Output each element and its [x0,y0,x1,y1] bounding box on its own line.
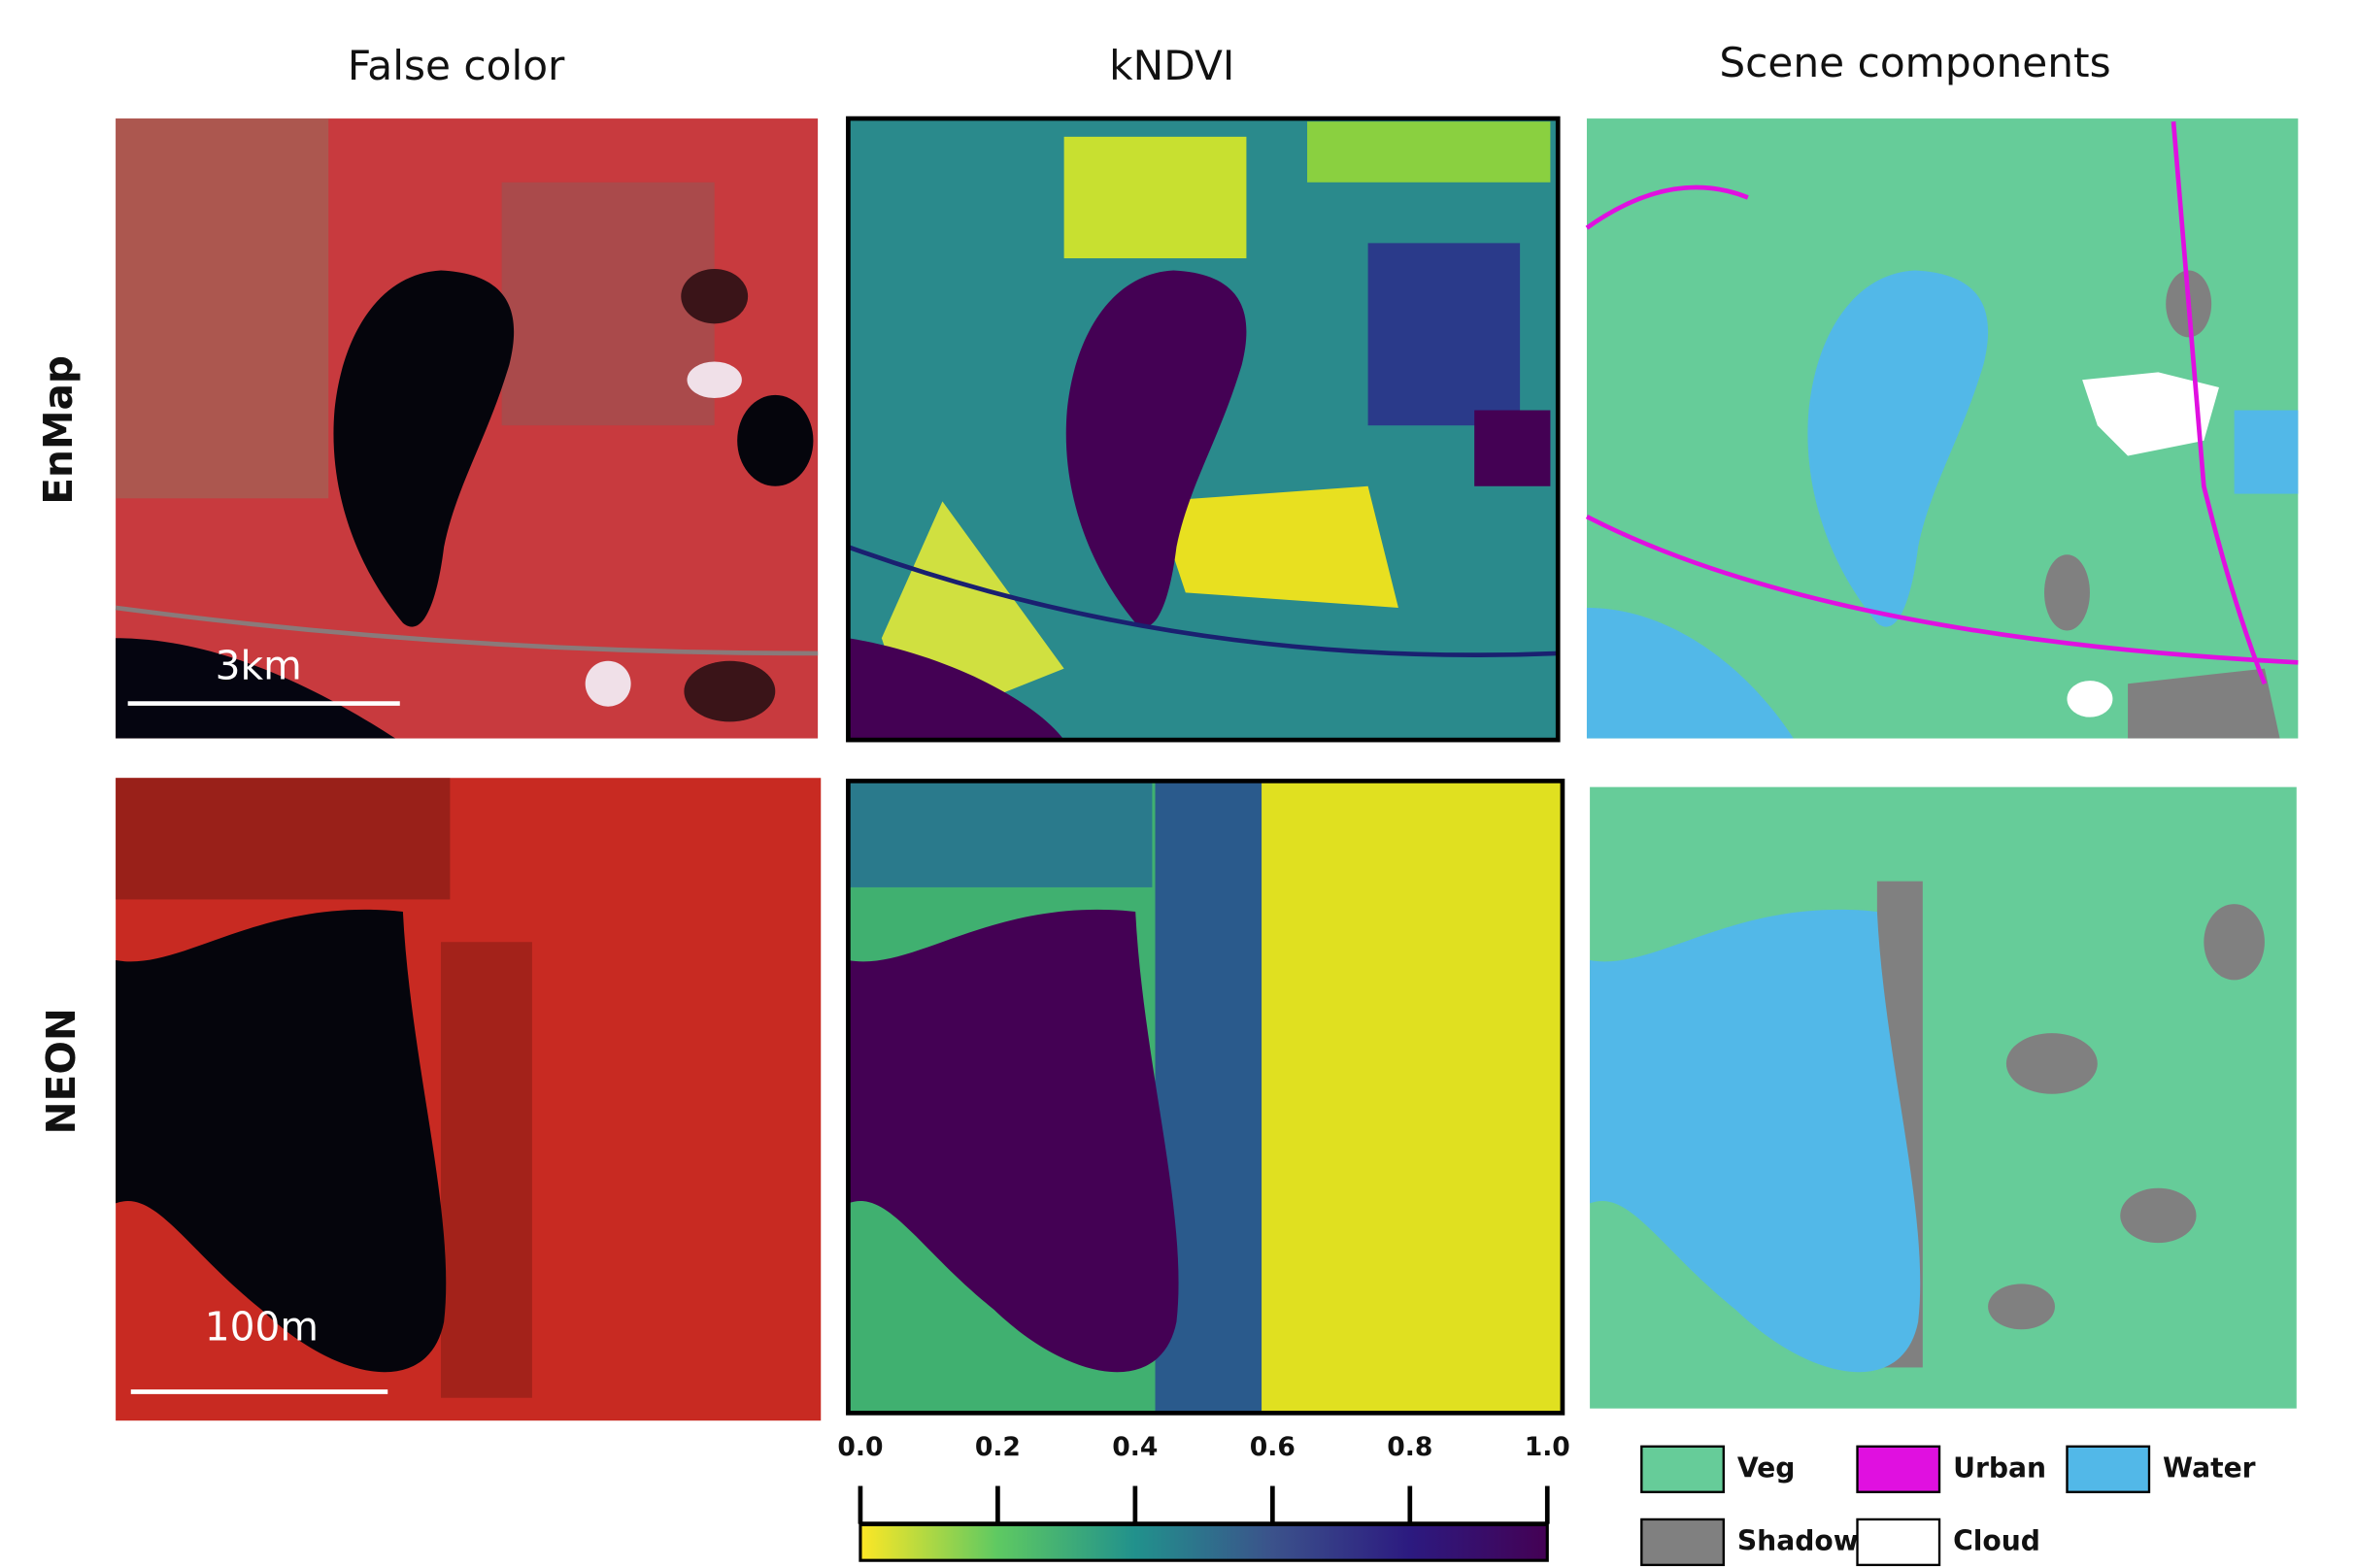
scale-bar-label: 100m [205,1303,319,1350]
colorbar-tick-label: 1.0 [1525,1432,1570,1462]
colorbar: 0.0 0.2 0.4 0.6 0.8 1.0 [837,1432,1570,1562]
colorbar-gradient [858,1522,1549,1562]
legend-swatch [1856,1445,1941,1493]
scale-bar-label: 3km [216,643,302,689]
false-color-image [116,778,822,1421]
legend-swatch [2066,1445,2151,1493]
colorbar-tick-label: 0.4 [1112,1432,1158,1462]
legend-label: Water [2163,1451,2256,1484]
legend-label: Veg [1737,1451,1796,1484]
row-label: EnMap [35,355,82,505]
legend: Veg Urban Water Shadow Cloud [1640,1445,2256,1567]
false-color-image [115,118,819,739]
colorbar-tick-label: 0.8 [1387,1432,1432,1462]
legend-swatch [1640,1445,1725,1493]
row-label: NEON [38,1008,84,1134]
kndvi-image [846,779,1565,1416]
column-title: Scene components [1719,39,2110,86]
colorbar-tick-label: 0.2 [975,1432,1021,1462]
legend-swatch [1640,1518,1725,1567]
legend-label: Shadow [1737,1524,1859,1556]
scene-components-image [1590,786,2297,1409]
legend-label: Urban [1953,1451,2046,1484]
column-title: False color [348,42,565,89]
legend-swatch [1856,1518,1941,1567]
colorbar-tick-label: 0.6 [1250,1432,1296,1462]
column-title: kNDVI [1109,42,1234,89]
kndvi-image [846,116,1561,743]
legend-label: Cloud [1953,1524,2040,1556]
scene-components-image [1585,118,2299,739]
colorbar-tick-label: 0.0 [837,1432,883,1462]
